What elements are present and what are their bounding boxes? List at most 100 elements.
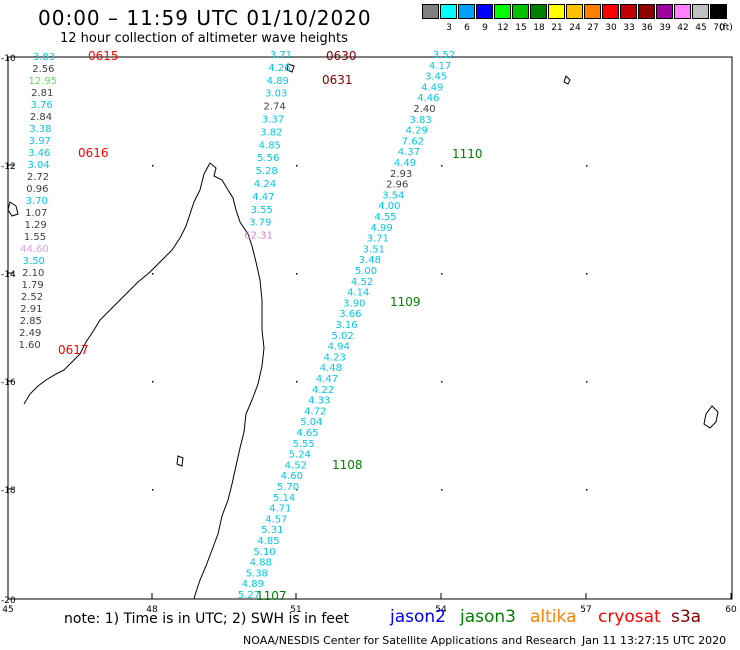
wave-height-value: 44.60: [20, 244, 49, 255]
wave-height-value: 2.40: [413, 104, 435, 115]
pass-time-label: 0616: [78, 146, 109, 160]
legend-label: 39: [659, 23, 671, 33]
latitude-label: -10: [1, 54, 16, 64]
wave-height-value: 4.52: [285, 460, 307, 471]
legend-label: 33: [623, 23, 635, 33]
legend-label: 3: [446, 23, 452, 33]
legend-label: 24: [569, 23, 581, 33]
wave-height-value: 5.70: [277, 482, 299, 493]
legend-label: 12: [497, 23, 509, 33]
wave-height-value: 3.82: [260, 127, 282, 138]
wave-height-value: 3.79: [249, 218, 271, 229]
legend-swatch: [566, 4, 583, 19]
legend-label: 70: [713, 23, 725, 33]
wave-height-value: 3.70: [26, 196, 48, 207]
wave-height-value: 5.02: [331, 331, 353, 342]
footer-note: note: 1) Time is in UTC; 2) SWH is in fe…: [64, 611, 350, 627]
wave-height-value: 4.99: [370, 223, 392, 234]
wave-height-value: 4.71: [269, 504, 291, 515]
legend-swatch: [530, 4, 547, 19]
wave-height-value: 3.38: [29, 124, 51, 135]
legend-swatch: [710, 4, 727, 19]
wave-height-value: 62.31: [244, 231, 273, 242]
wave-height-value: 3.71: [270, 50, 292, 61]
wave-height-value: 1.07: [25, 208, 47, 219]
legend-swatch: [692, 4, 709, 19]
grid-dot: [296, 165, 298, 167]
wave-height-value: 12.95: [28, 76, 57, 87]
wave-height-value: 2.96: [386, 180, 408, 191]
wave-height-value: 3.46: [28, 148, 50, 159]
wave-height-value: 5.00: [355, 266, 377, 277]
wave-height-value: 4.24: [254, 179, 276, 190]
wave-height-value: 3.45: [425, 72, 447, 83]
wave-height-value: 4.14: [347, 288, 369, 299]
satellite-jason2: jason2: [390, 607, 446, 627]
legend-swatch: [584, 4, 601, 19]
wave-height-value: 2.74: [263, 102, 285, 113]
wave-height-value: 2.56: [32, 64, 54, 75]
grid-dot: [586, 381, 588, 383]
wave-height-value: 4.37: [398, 147, 420, 158]
island-comoros-west: [7, 201, 19, 217]
wave-height-value: 3.90: [343, 298, 365, 309]
madagascar-coastline: [193, 162, 265, 600]
wave-height-value: 3.16: [335, 320, 357, 331]
legend-label: 6: [464, 23, 470, 33]
pass-time-label: 0617: [58, 343, 89, 357]
wave-height-value: 4.22: [312, 385, 334, 396]
grid-dot: [296, 489, 298, 491]
wave-height-value: 3.71: [367, 234, 389, 245]
wave-height-value: 5.14: [273, 493, 295, 504]
grid-dot: [152, 489, 154, 491]
legend-label: 27: [587, 23, 599, 33]
wave-height-value: 4.94: [328, 342, 350, 353]
longitude-labels: 45 48 51 54 57 60: [2, 605, 737, 615]
wave-height-value: 5.38: [246, 568, 268, 579]
grid-dot: [586, 489, 588, 491]
wave-height-value: 4.55: [374, 212, 396, 223]
wave-height-value: 5.56: [257, 153, 279, 164]
latitude-label: -16: [1, 378, 16, 388]
wave-height-value: 5.28: [255, 166, 277, 177]
wave-height-value: 3.52: [433, 50, 455, 61]
wave-height-value: 5.10: [253, 547, 275, 558]
longitude-label: 60: [725, 605, 737, 615]
grid-dot: [441, 273, 443, 275]
wave-height-value: 3.55: [251, 205, 273, 216]
longitude-label: 45: [2, 605, 13, 615]
grid-dot: [586, 165, 588, 167]
page-title: 00:00 – 11:59 UTC 01/10/2020: [38, 6, 372, 30]
legend-swatch: [656, 4, 673, 19]
grid-dot: [296, 381, 298, 383]
legend-label: 18: [533, 23, 545, 33]
wave-height-value: 3.03: [265, 89, 287, 100]
wave-height-value: 5.24: [289, 450, 311, 461]
wave-height-value: 1.60: [18, 340, 40, 351]
legend-label: 9: [482, 23, 488, 33]
legend-swatch: [494, 4, 511, 19]
pass-time-label: 1108: [332, 458, 363, 472]
grid-dot: [152, 165, 154, 167]
longitude-label: 48: [146, 605, 158, 615]
wave-height-value: 3.83: [33, 52, 55, 63]
longitude-label: 57: [580, 605, 591, 615]
wave-height-value: 4.57: [265, 514, 287, 525]
grid-dot: [441, 381, 443, 383]
legend-swatch: [674, 4, 691, 19]
legend-swatch: [458, 4, 475, 19]
pass-time-label: 0615: [88, 49, 119, 63]
grid-dot: [296, 273, 298, 275]
island-reunion: [703, 405, 719, 429]
wave-height-value: 4.26: [268, 63, 290, 74]
legend-label: 15: [515, 23, 527, 33]
wave-height-value: 4.23: [324, 352, 346, 363]
grid-dot: [441, 489, 443, 491]
legend-swatch: [602, 4, 619, 19]
grid-dot: [152, 273, 154, 275]
wave-height-value: 0.96: [26, 184, 48, 195]
legend-label: 36: [641, 23, 653, 33]
wave-height-value: 4.29: [406, 126, 428, 137]
satellite-cryosat: cryosat: [598, 607, 661, 627]
legend-label: 30: [605, 23, 617, 33]
